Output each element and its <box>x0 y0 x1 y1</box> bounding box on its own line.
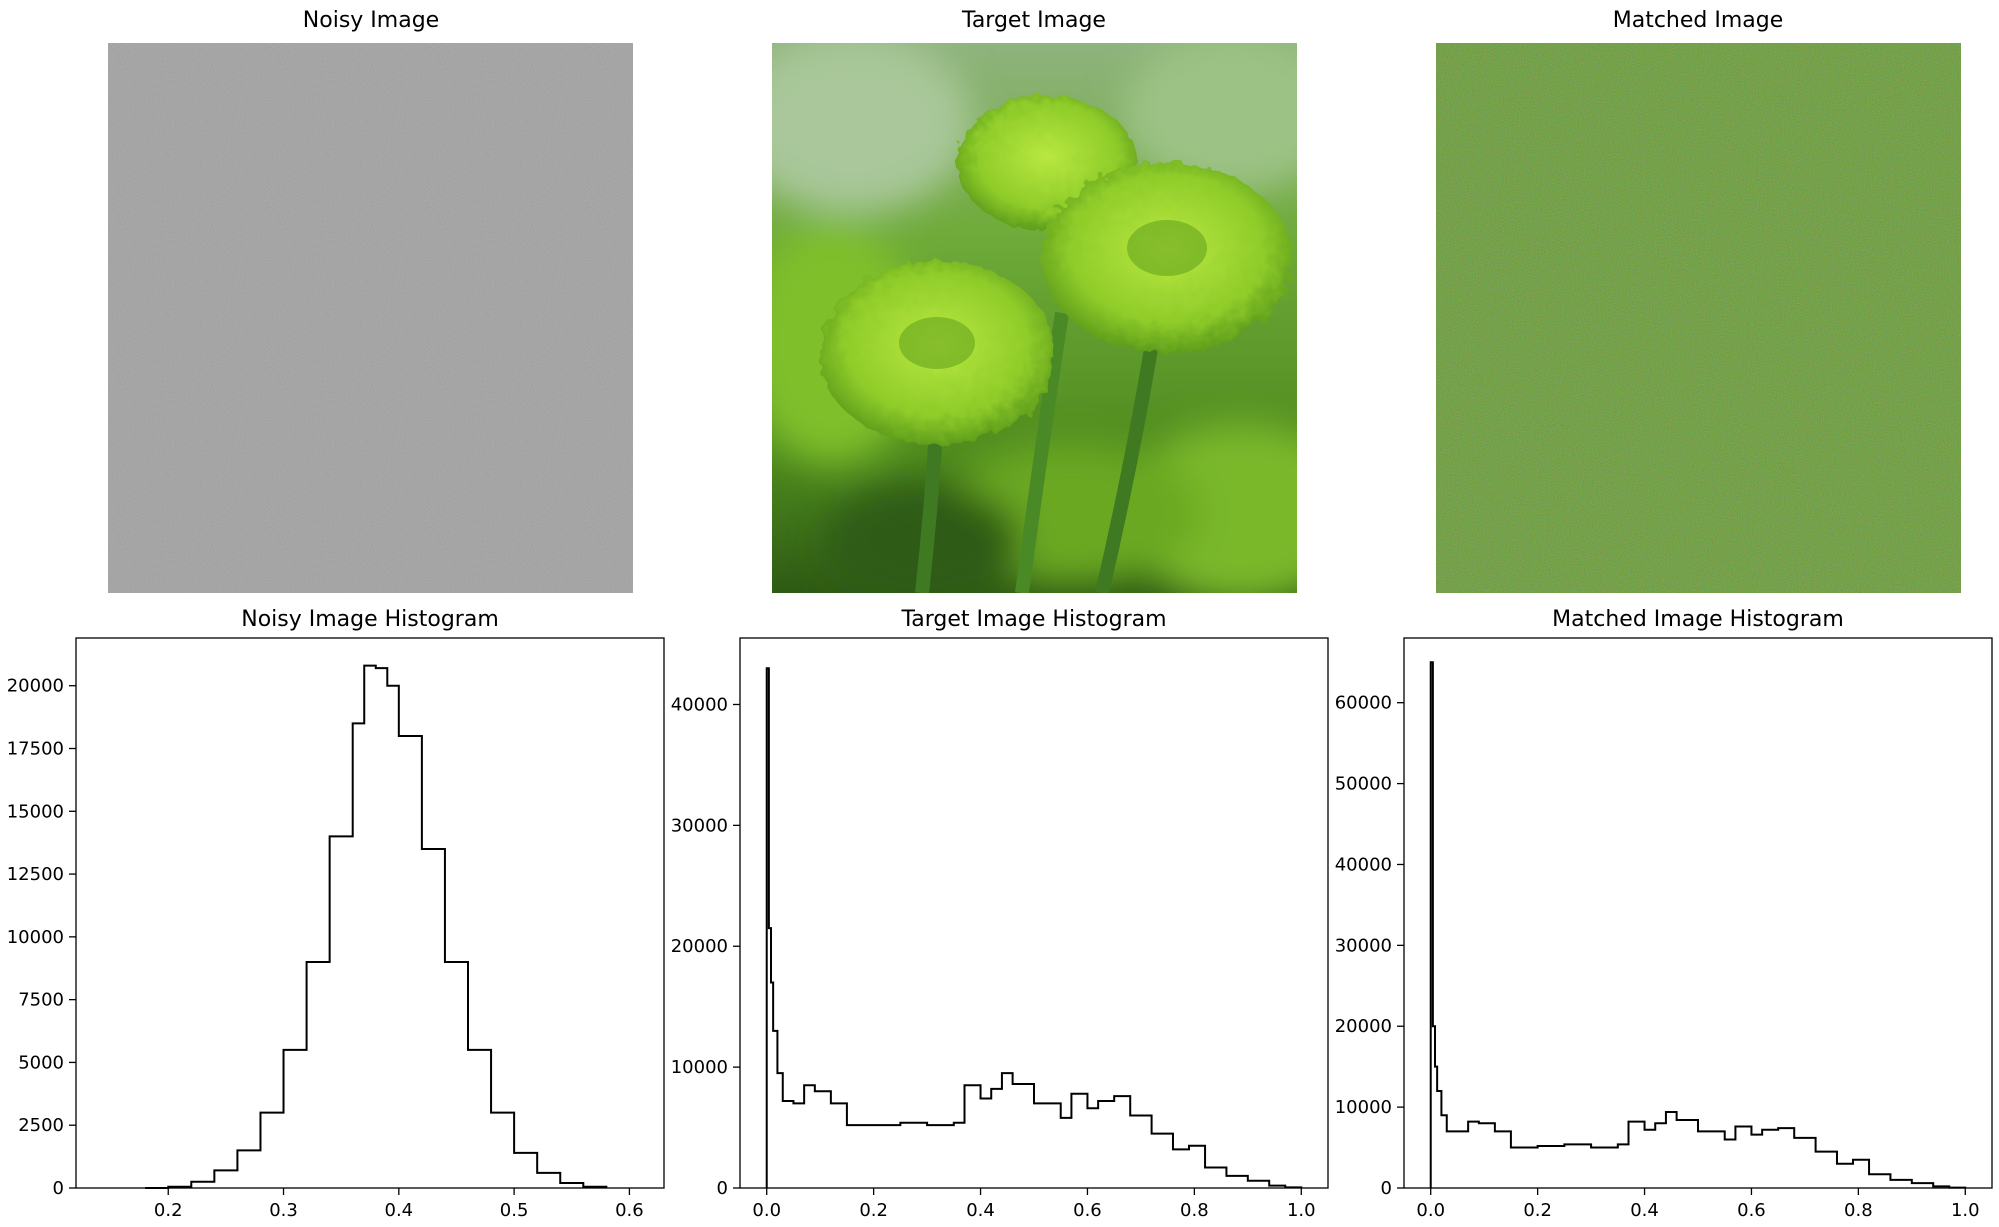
axes-frame-1 <box>739 637 1329 1189</box>
axes-frame-0 <box>75 637 665 1189</box>
histogram-title-0: Noisy Image Histogram <box>241 607 499 632</box>
y-tick-label: 40000 <box>1335 854 1392 875</box>
y-tick-label: 5000 <box>18 1052 64 1073</box>
y-tick-label: 10000 <box>671 1057 728 1078</box>
x-tick-label: 1.0 <box>1951 1200 1980 1221</box>
y-tick-label: 20000 <box>1335 1016 1392 1037</box>
y-tick-label: 0 <box>717 1178 728 1199</box>
x-tick-label: 0.0 <box>1416 1200 1445 1221</box>
green-flower-photo <box>772 43 1297 593</box>
x-tick-label: 0.4 <box>966 1200 995 1221</box>
x-tick-label: 0.3 <box>269 1200 298 1221</box>
x-tick-label: 0.8 <box>1844 1200 1873 1221</box>
y-tick-label: 0 <box>53 1178 64 1199</box>
y-tick-label: 2500 <box>18 1115 64 1136</box>
y-tick-label: 12500 <box>7 864 64 885</box>
noise-green-image <box>1436 43 1961 593</box>
noise-grayscale-image <box>108 43 633 593</box>
y-tick-label: 30000 <box>671 815 728 836</box>
histogram-series-1 <box>765 667 1303 1189</box>
x-tick-label: 0.2 <box>1523 1200 1552 1221</box>
x-tick-label: 0.6 <box>1073 1200 1102 1221</box>
histogram-series-2 <box>1429 661 1967 1189</box>
histogram-title-2: Matched Image Histogram <box>1552 607 1844 632</box>
y-tick-label: 7500 <box>18 990 64 1011</box>
noisy-image-title: Noisy Image <box>302 8 440 33</box>
histogram-series-0 <box>145 664 608 1189</box>
y-tick-label: 20000 <box>671 936 728 957</box>
x-tick-label: 0.5 <box>500 1200 529 1221</box>
x-tick-label: 0.6 <box>1737 1200 1766 1221</box>
matched-image-title: Matched Image <box>1612 8 1784 33</box>
target-image-title: Target Image <box>962 8 1106 33</box>
x-tick-label: 0.2 <box>154 1200 183 1221</box>
x-tick-label: 0.2 <box>859 1200 888 1221</box>
y-tick-label: 10000 <box>1335 1097 1392 1118</box>
y-tick-label: 50000 <box>1335 774 1392 795</box>
y-tick-label: 60000 <box>1335 693 1392 714</box>
x-tick-label: 0.8 <box>1180 1200 1209 1221</box>
y-tick-label: 15000 <box>7 801 64 822</box>
histogram-title-1: Target Image Histogram <box>900 607 1166 632</box>
x-tick-label: 0.6 <box>615 1200 644 1221</box>
x-tick-label: 0.0 <box>752 1200 781 1221</box>
y-tick-label: 40000 <box>671 694 728 715</box>
y-tick-label: 30000 <box>1335 935 1392 956</box>
x-tick-label: 0.4 <box>385 1200 414 1221</box>
y-tick-label: 20000 <box>7 676 64 697</box>
x-tick-label: 1.0 <box>1287 1200 1316 1221</box>
x-tick-label: 0.4 <box>1630 1200 1659 1221</box>
y-tick-label: 0 <box>1381 1178 1392 1199</box>
y-tick-label: 17500 <box>7 739 64 760</box>
axes-frame-2 <box>1403 637 1993 1189</box>
y-tick-label: 10000 <box>7 927 64 948</box>
